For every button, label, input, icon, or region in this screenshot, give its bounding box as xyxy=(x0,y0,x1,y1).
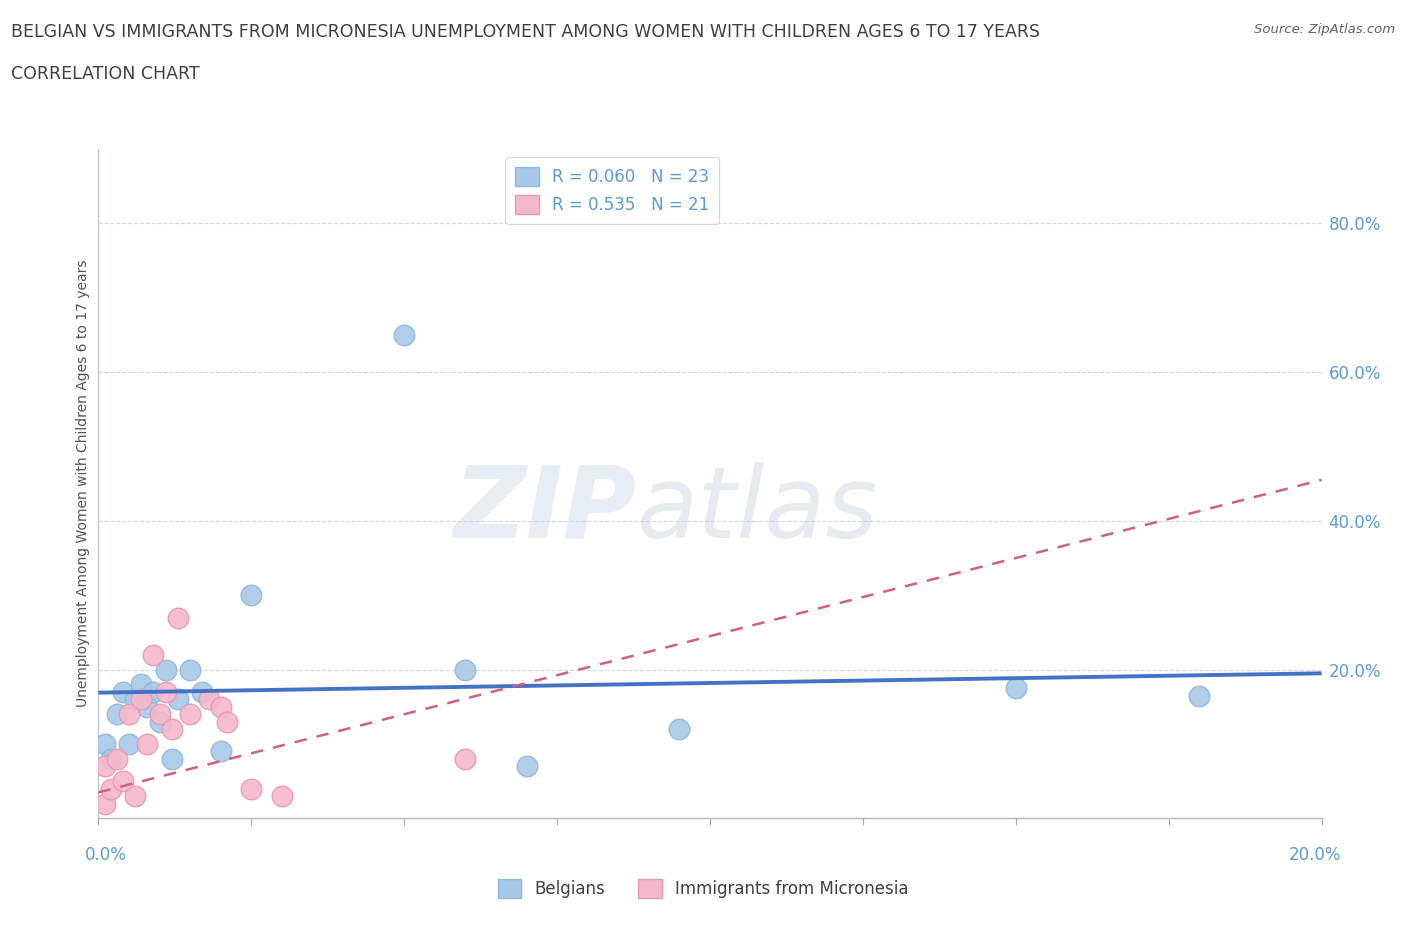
Point xyxy=(100,781,122,796)
Point xyxy=(1188,688,1211,703)
Point xyxy=(105,751,128,766)
Point xyxy=(240,781,263,796)
Point xyxy=(129,677,152,692)
Point xyxy=(209,699,232,714)
Point xyxy=(454,751,477,766)
Point xyxy=(142,647,165,662)
Point xyxy=(392,327,416,342)
Text: 0.0%: 0.0% xyxy=(84,846,127,864)
Point xyxy=(240,588,263,603)
Text: BELGIAN VS IMMIGRANTS FROM MICRONESIA UNEMPLOYMENT AMONG WOMEN WITH CHILDREN AGE: BELGIAN VS IMMIGRANTS FROM MICRONESIA UN… xyxy=(11,23,1040,41)
Text: 20.0%: 20.0% xyxy=(1288,846,1341,864)
Point xyxy=(1004,681,1026,696)
Point xyxy=(111,774,134,789)
Point xyxy=(105,707,128,722)
Point xyxy=(160,722,183,737)
Point xyxy=(191,684,214,699)
Point xyxy=(179,662,201,677)
Point xyxy=(454,662,477,677)
Point xyxy=(167,610,190,625)
Text: Source: ZipAtlas.com: Source: ZipAtlas.com xyxy=(1254,23,1395,36)
Point xyxy=(129,692,152,707)
Point xyxy=(668,722,690,737)
Point xyxy=(136,699,159,714)
Point xyxy=(209,744,232,759)
Point xyxy=(167,692,190,707)
Point xyxy=(155,684,177,699)
Point xyxy=(160,751,183,766)
Point xyxy=(93,759,115,774)
Legend: Belgians, Immigrants from Micronesia: Belgians, Immigrants from Micronesia xyxy=(491,872,915,905)
Text: ZIP: ZIP xyxy=(454,462,637,559)
Y-axis label: Unemployment Among Women with Children Ages 6 to 17 years: Unemployment Among Women with Children A… xyxy=(76,259,90,708)
Text: atlas: atlas xyxy=(637,462,879,559)
Legend: R = 0.060   N = 23, R = 0.535   N = 21: R = 0.060 N = 23, R = 0.535 N = 21 xyxy=(505,157,718,224)
Text: CORRELATION CHART: CORRELATION CHART xyxy=(11,65,200,83)
Point xyxy=(155,662,177,677)
Point xyxy=(118,737,141,751)
Point xyxy=(124,692,146,707)
Point xyxy=(124,789,146,804)
Point xyxy=(516,759,538,774)
Point xyxy=(118,707,141,722)
Point xyxy=(111,684,134,699)
Point xyxy=(142,684,165,699)
Point xyxy=(197,692,219,707)
Point xyxy=(136,737,159,751)
Point xyxy=(179,707,201,722)
Point xyxy=(149,714,172,729)
Point xyxy=(270,789,292,804)
Point xyxy=(100,751,122,766)
Point xyxy=(93,796,115,811)
Point xyxy=(149,707,172,722)
Point xyxy=(93,737,115,751)
Point xyxy=(215,714,238,729)
